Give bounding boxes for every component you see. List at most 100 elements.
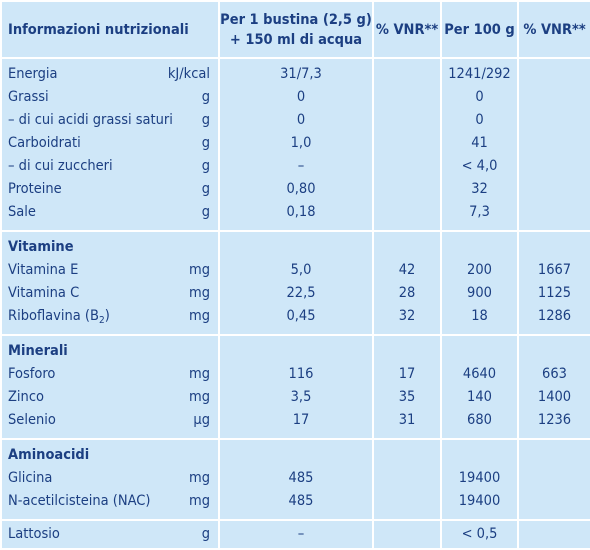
row-label: Sale g [8,201,212,224]
spacer [375,340,439,363]
lactose-row: Lattosio g – < 0,5 [0,519,590,550]
nutrient-unit: mg [189,493,210,509]
nutrient-name: Zinco [8,389,44,405]
lactose-per100-value: < 0,5 [440,519,519,550]
vnr-100g-value: 1400 [537,389,572,405]
per100-value: 200 [467,262,492,278]
row-label: Vitamina C mg [8,282,212,305]
nutrient-unit: g [201,526,210,542]
nutrient-unit: g [201,89,210,105]
vnr-100g-value: 1125 [537,285,572,301]
row-label: – di cui zuccheri g [8,155,212,178]
portion-value: 17 [292,412,310,428]
nutrient-unit: g [201,158,210,174]
aminoacids-block: Aminoacidi Glicina mg N-acetilcisteina (N… [0,438,590,521]
per100-value: 1241/292 [448,66,511,82]
row-label: Riboflavina (B2) mg [8,305,212,328]
nutrient-name: Carboidrati [8,135,81,151]
header-per-portion-line2: + 150 ml di acqua [229,31,363,48]
nutrient-unit: mg [189,285,210,301]
nutrient-name: – di cui acidi grassi saturi [8,112,173,128]
nutrient-unit: mg [189,308,210,324]
portion-value: 31/7,3 [280,66,322,82]
vnr-100g-value: 663 [542,366,567,382]
row-label: Fosforo mg [8,363,212,386]
vnr-100g-value: 1286 [537,308,572,324]
nutrient-name: Fosforo [8,366,56,382]
spacer [443,236,516,259]
vnr-100g-value: 1236 [537,412,572,428]
table-header-row: Informazioni nutrizionali Per 1 bustina … [0,0,590,59]
portion-value: 3,5 [290,389,312,405]
vitamins-portion-values: 5,0 22,5 0,45 [218,230,374,336]
nutrient-name: Sale [8,204,36,220]
nutrient-unit: mg [189,470,210,486]
header-per-portion: Per 1 bustina (2,5 g) + 150 ml di acqua [218,0,374,59]
row-label: Selenio µg [8,409,212,432]
vnr-portion-value: 32 [398,308,416,324]
nutrient-unit: µg [193,412,210,428]
nutrient-name: Riboflavina (B2) [8,305,110,328]
lactose-label: Lattosio g [0,519,220,550]
nutrient-unit: g [201,181,210,197]
vnr-100g-value: 1667 [537,262,572,278]
spacer [520,340,589,363]
per100-value: 680 [467,412,492,428]
vnr-portion-value: 28 [398,285,416,301]
minerals-vnr-portion-values: 17 35 31 [372,334,442,440]
aminoacids-portion-values: 485 485 [218,438,374,521]
nutrient-unit: g [201,135,210,151]
nutrient-name-main: Riboflavina (B [8,308,99,324]
row-label: Zinco mg [8,386,212,409]
portion-value: 0,18 [286,204,316,220]
nutrient-unit: mg [189,389,210,405]
general-per100-values: 1241/292 0 0 41 < 4,0 32 7,3 [440,57,519,232]
minerals-labels: Minerali Fosforo mg Zinco mg Selenio µg [0,334,220,440]
per100-value: 19400 [458,470,501,486]
minerals-vnr-100g-values: 663 1400 1236 [517,334,590,440]
row-label: Carboidrati g [8,132,212,155]
per100-value: < 0,5 [461,526,498,542]
nutrient-unit: g [201,204,210,220]
portion-value: 485 [288,470,314,486]
portion-value: 1,0 [290,135,312,151]
portion-value: 0 [296,89,306,105]
per100-value: 0 [475,89,484,105]
per100-value: 900 [467,285,492,301]
general-block: Energia kJ/kcal Grassi g – di cui acidi gr… [0,57,590,232]
row-label: Vitamina E mg [8,259,212,282]
spacer [230,340,371,363]
vnr-portion-value: 17 [398,366,416,382]
per100-value: 140 [467,389,492,405]
row-label: Proteine g [8,178,212,201]
portion-value: 116 [288,366,314,382]
per100-value: 18 [471,308,488,324]
nutrient-name: Vitamina C [8,285,80,301]
portion-value: – [297,158,305,174]
header-vnr-100g: % VNR** [517,0,590,59]
row-label: Grassi g [8,86,212,109]
spacer [230,444,371,467]
row-label: N-acetilcisteina (NAC) mg [8,490,212,513]
vnr-portion-value: 31 [398,412,416,428]
row-label: Energia kJ/kcal [8,63,212,86]
nutrient-unit: mg [189,262,210,278]
nutrient-name: Grassi [8,89,49,105]
row-label: – di cui acidi grassi saturi g [8,109,212,132]
general-portion-values: 31/7,3 0 0 1,0 – 0,80 0,18 [218,57,374,232]
vitamins-block: Vitamine Vitamina E mg Vitamina C mg Ribof… [0,230,590,336]
vitamins-vnr-100g-values: 1667 1125 1286 [517,230,590,336]
general-vnr-100g-values [517,57,590,232]
aminoacids-per100-values: 19400 19400 [440,438,519,521]
header-nutrition-info: Informazioni nutrizionali [0,0,220,59]
per100-value: 4640 [462,366,497,382]
lactose-vnr-portion-value [372,519,442,550]
vitamins-vnr-portion-values: 42 28 32 [372,230,442,336]
nutrient-unit: g [201,112,210,128]
vitamins-per100-values: 200 900 18 [440,230,519,336]
vnr-portion-value: 35 [398,389,416,405]
portion-value: 485 [288,493,314,509]
nutrient-unit: mg [189,366,210,382]
spacer [443,444,516,467]
nutrient-unit: kJ/kcal [167,66,210,82]
